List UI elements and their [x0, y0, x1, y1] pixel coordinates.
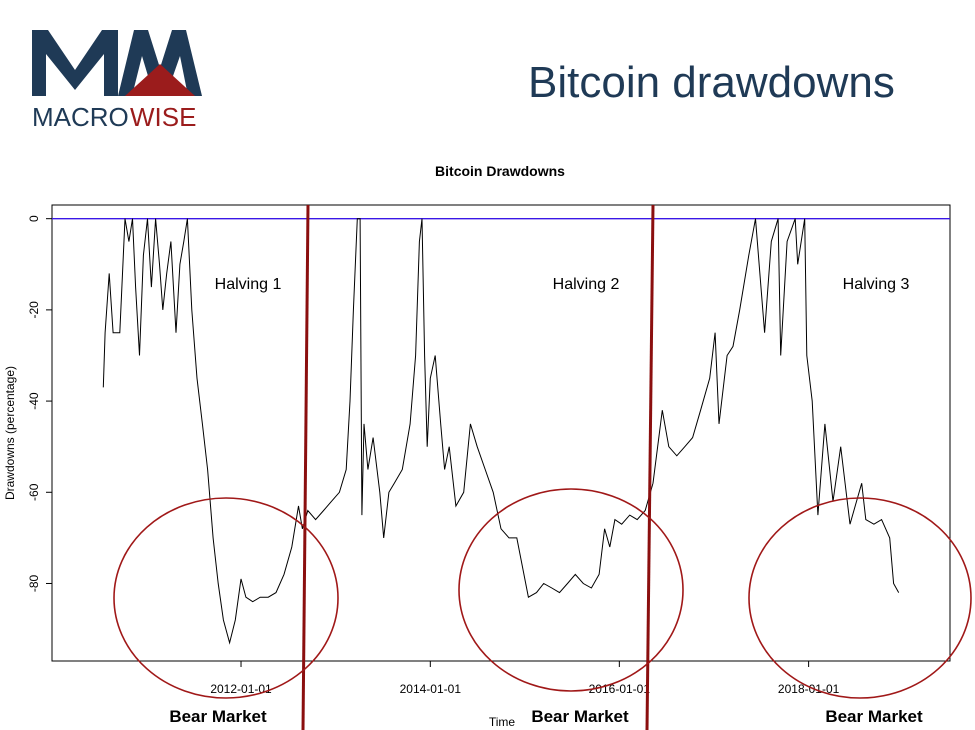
bear-market-2-circle: [458, 488, 684, 692]
bear-market-2-label: Bear Market: [531, 707, 629, 726]
series-line-drawdowns: [102, 218, 900, 645]
halving-3-label: Halving 3: [843, 276, 910, 293]
page-title: Bitcoin drawdowns: [528, 58, 895, 107]
chart-title: Bitcoin Drawdowns: [435, 163, 565, 179]
x-tick-label: 2012-01-01: [210, 682, 272, 696]
y-tick-label: -40: [27, 392, 41, 410]
x-tick-label: 2016-01-01: [589, 682, 651, 696]
macrowise-logo: MACRO WISE: [30, 28, 205, 133]
halving-1-line: [301, 204, 310, 730]
bear-market-1-circle: [113, 497, 339, 699]
y-tick-label: -20: [27, 301, 41, 319]
bear-market-3-label: Bear Market: [825, 707, 923, 726]
y-axis: 0 -20 -40 -60 -80: [27, 215, 52, 592]
halving-2-label: Halving 2: [553, 276, 620, 293]
halving-2-line: [645, 204, 655, 730]
logo-text-macro: MACRO: [32, 102, 129, 132]
y-tick-label: -60: [27, 483, 41, 501]
y-tick-label: -80: [27, 574, 41, 592]
bear-market-1-label: Bear Market: [169, 707, 267, 726]
logo-text-wise: WISE: [130, 102, 196, 132]
halving-1-label: Halving 1: [215, 276, 282, 293]
y-tick-label: 0: [27, 215, 41, 222]
x-axis: 2012-01-01 2014-01-01 2016-01-01 2018-01-01: [210, 661, 840, 696]
plot-frame: [51, 204, 951, 662]
x-axis-label: Time: [489, 715, 516, 729]
bear-market-3-circle: [748, 497, 972, 699]
x-tick-label: 2014-01-01: [400, 682, 462, 696]
y-axis-label: Drawdowns (percentage): [3, 366, 17, 500]
logo-mark-icon: MACRO WISE: [32, 30, 202, 132]
